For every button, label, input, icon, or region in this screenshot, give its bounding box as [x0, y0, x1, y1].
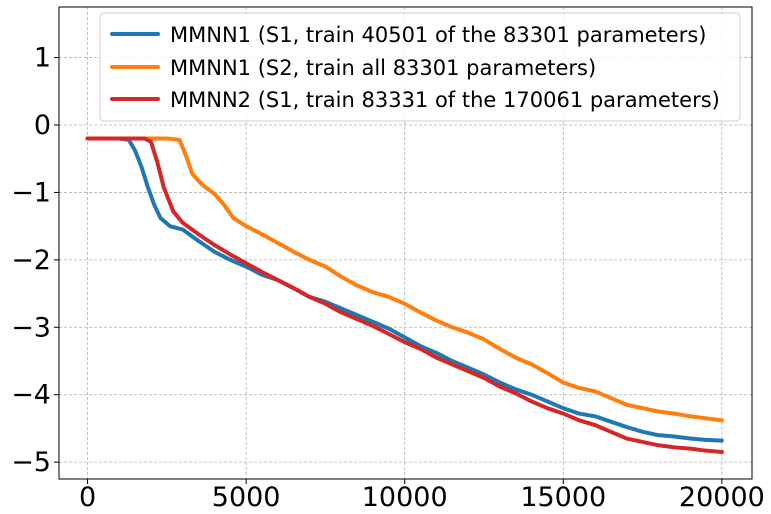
x-tick-label: 20000 [679, 482, 765, 513]
plot-frame [58, 6, 753, 480]
y-tick-label: −2 [11, 245, 51, 276]
series-line-mmnn2-s1 [85, 136, 724, 455]
x-tick-label: 5000 [212, 482, 281, 513]
y-axis-ticks: 1 0 −1 −2 −3 −4 −5 [11, 43, 59, 478]
series-line-mmnn1-s1 [85, 136, 724, 443]
x-tick-label: 15000 [520, 482, 606, 513]
y-tick-label: 1 [34, 43, 51, 74]
y-tick-label: 0 [34, 110, 51, 141]
x-tick-label: 10000 [362, 482, 448, 513]
series-line-mmnn1-s2 [85, 136, 724, 423]
legend: MMNN1 (S1, train 40501 of the 83301 para… [99, 12, 741, 122]
y-tick-label: −5 [11, 447, 51, 478]
y-tick-label: −1 [11, 177, 51, 208]
series-lines [85, 136, 724, 455]
legend-box [99, 12, 741, 122]
legend-label-mmnn2-s1: MMNN2 (S1, train 83331 of the 170061 par… [170, 88, 720, 112]
y-tick-label: −3 [11, 312, 51, 343]
x-tick-label: 0 [79, 482, 96, 513]
y-tick-label: −4 [11, 380, 51, 411]
legend-label-mmnn1-s1: MMNN1 (S1, train 40501 of the 83301 para… [170, 23, 707, 47]
legend-label-mmnn1-s2: MMNN1 (S2, train all 83301 parameters) [170, 56, 596, 80]
x-axis-ticks: 0 5000 10000 15000 20000 [79, 479, 765, 513]
